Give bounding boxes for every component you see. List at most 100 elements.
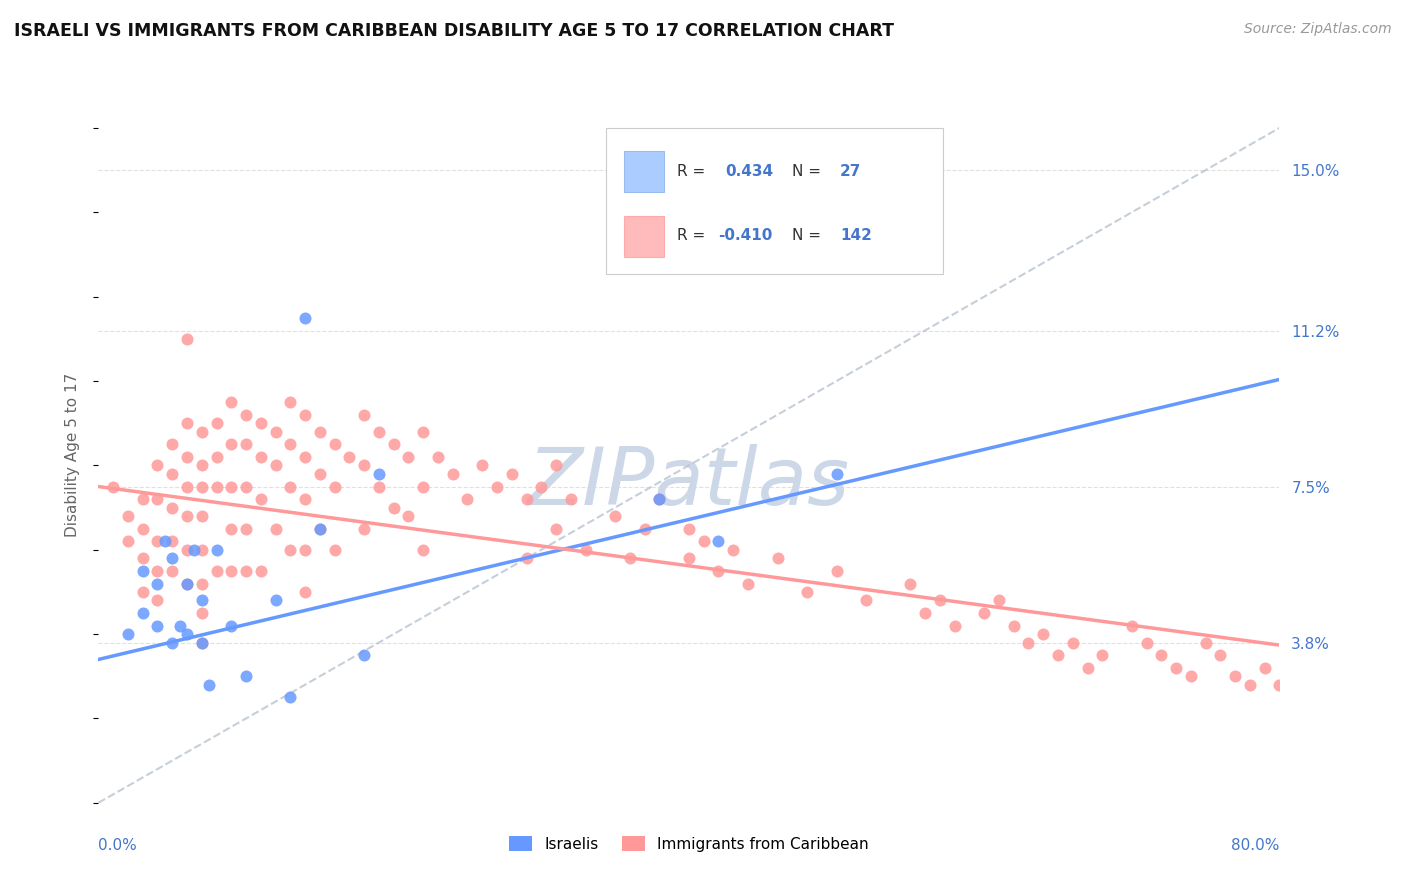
- Point: [176, 627, 198, 641]
- Point: [323, 542, 346, 557]
- Point: [1223, 669, 1246, 683]
- Point: [219, 479, 242, 493]
- Point: [235, 479, 257, 493]
- Point: [501, 467, 523, 481]
- Point: [1077, 661, 1099, 675]
- Point: [309, 425, 332, 439]
- Point: [678, 522, 700, 536]
- Point: [707, 534, 730, 549]
- Point: [250, 564, 273, 578]
- Point: [162, 437, 183, 451]
- Point: [294, 542, 316, 557]
- Point: [278, 437, 302, 451]
- Point: [1254, 661, 1277, 675]
- Point: [353, 522, 375, 536]
- Text: ISRAELI VS IMMIGRANTS FROM CARIBBEAN DISABILITY AGE 5 TO 17 CORRELATION CHART: ISRAELI VS IMMIGRANTS FROM CARIBBEAN DIS…: [14, 22, 894, 40]
- Point: [1282, 690, 1305, 705]
- Point: [368, 479, 391, 493]
- Point: [146, 576, 169, 591]
- Point: [176, 509, 198, 524]
- Text: -0.410: -0.410: [718, 228, 773, 244]
- Point: [219, 522, 242, 536]
- Point: [191, 635, 214, 649]
- Point: [103, 479, 125, 493]
- Text: 142: 142: [841, 228, 872, 244]
- Text: R =: R =: [678, 228, 710, 244]
- Y-axis label: Disability Age 5 to 17: Disability Age 5 to 17: [65, 373, 80, 537]
- Point: [162, 534, 183, 549]
- Point: [162, 500, 183, 515]
- Point: [309, 522, 332, 536]
- Text: ZIPatlas: ZIPatlas: [527, 443, 851, 522]
- Text: 27: 27: [841, 163, 862, 178]
- Point: [191, 606, 214, 620]
- Point: [605, 509, 627, 524]
- Point: [1327, 690, 1350, 705]
- Point: [723, 542, 745, 557]
- Point: [146, 458, 169, 473]
- Point: [619, 551, 641, 566]
- Point: [176, 479, 198, 493]
- Point: [235, 564, 257, 578]
- Point: [1150, 648, 1173, 663]
- Point: [117, 509, 139, 524]
- Point: [205, 479, 228, 493]
- FancyBboxPatch shape: [606, 128, 943, 274]
- Point: [146, 593, 169, 607]
- Point: [176, 417, 198, 431]
- Point: [191, 509, 214, 524]
- Point: [1135, 635, 1157, 649]
- Point: [176, 576, 198, 591]
- Point: [183, 542, 205, 557]
- Point: [323, 437, 346, 451]
- Point: [1121, 618, 1143, 632]
- Point: [339, 450, 360, 464]
- Point: [368, 467, 391, 481]
- Point: [264, 458, 287, 473]
- Point: [146, 564, 169, 578]
- Point: [515, 492, 537, 507]
- Text: 0.434: 0.434: [725, 163, 773, 178]
- Point: [219, 437, 242, 451]
- Point: [900, 576, 922, 591]
- Point: [1164, 661, 1187, 675]
- Point: [855, 593, 877, 607]
- Point: [132, 522, 155, 536]
- Point: [294, 450, 316, 464]
- Point: [191, 542, 214, 557]
- Point: [707, 564, 730, 578]
- Point: [153, 534, 176, 549]
- Point: [250, 450, 273, 464]
- Point: [264, 425, 287, 439]
- Point: [1180, 669, 1202, 683]
- Point: [471, 458, 494, 473]
- Text: 0.0%: 0.0%: [98, 838, 138, 853]
- Point: [353, 458, 375, 473]
- Point: [146, 492, 169, 507]
- Point: [1046, 648, 1069, 663]
- Point: [294, 492, 316, 507]
- Point: [162, 564, 183, 578]
- Point: [1312, 678, 1334, 692]
- Point: [264, 522, 287, 536]
- Point: [205, 417, 228, 431]
- Point: [766, 551, 789, 566]
- Point: [427, 450, 450, 464]
- Point: [1062, 635, 1084, 649]
- Point: [309, 467, 332, 481]
- Point: [1091, 648, 1114, 663]
- Point: [441, 467, 464, 481]
- Point: [250, 492, 273, 507]
- Point: [412, 479, 434, 493]
- Point: [117, 534, 139, 549]
- Point: [162, 467, 183, 481]
- Point: [219, 395, 242, 409]
- Point: [396, 450, 419, 464]
- Point: [412, 425, 434, 439]
- Point: [219, 564, 242, 578]
- Point: [1195, 635, 1218, 649]
- Point: [943, 618, 966, 632]
- Point: [648, 492, 671, 507]
- Point: [546, 458, 568, 473]
- Point: [546, 522, 568, 536]
